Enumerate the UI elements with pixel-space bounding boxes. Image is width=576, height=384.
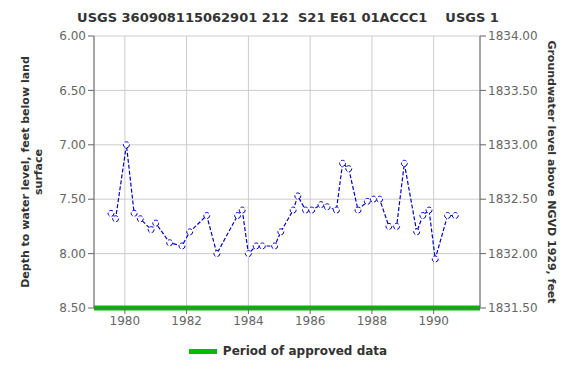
html-text:Period of approved data: Period of approved data (222, 344, 388, 358)
svg-text:1833.00: 1833.00 (488, 138, 538, 152)
svg-text:1990: 1990 (418, 314, 449, 328)
svg-text:8.50: 8.50 (59, 301, 86, 315)
svg-text:1834.00: 1834.00 (488, 29, 538, 43)
svg-text:Groundwater level above NGVD 1: Groundwater level above NGVD 1929, feet (545, 40, 558, 303)
svg-text:7.00: 7.00 (59, 138, 86, 152)
svg-text:6.50: 6.50 (59, 84, 86, 98)
svg-text:surface: surface (32, 149, 45, 195)
svg-text:Depth to water level, feet bel: Depth to water level, feet below land (19, 56, 32, 288)
svg-text:1980: 1980 (110, 314, 141, 328)
svg-text:1988: 1988 (357, 314, 388, 328)
svg-text:1832.50: 1832.50 (488, 192, 538, 206)
svg-text:1832.00: 1832.00 (488, 247, 538, 261)
svg-text:1982: 1982 (171, 314, 202, 328)
svg-text:7.50: 7.50 (59, 192, 86, 206)
svg-text:1986: 1986 (295, 314, 326, 328)
svg-text:1833.50: 1833.50 (488, 84, 538, 98)
svg-text:8.00: 8.00 (59, 247, 86, 261)
svg-text:1831.50: 1831.50 (488, 301, 538, 315)
html-text:USGS 360908115062901 212 S21 E: USGS 360908115062901 212 S21 E61 01ACCC1… (77, 10, 499, 25)
svg-text:1984: 1984 (233, 314, 264, 328)
svg-text:6.00: 6.00 (59, 29, 86, 43)
